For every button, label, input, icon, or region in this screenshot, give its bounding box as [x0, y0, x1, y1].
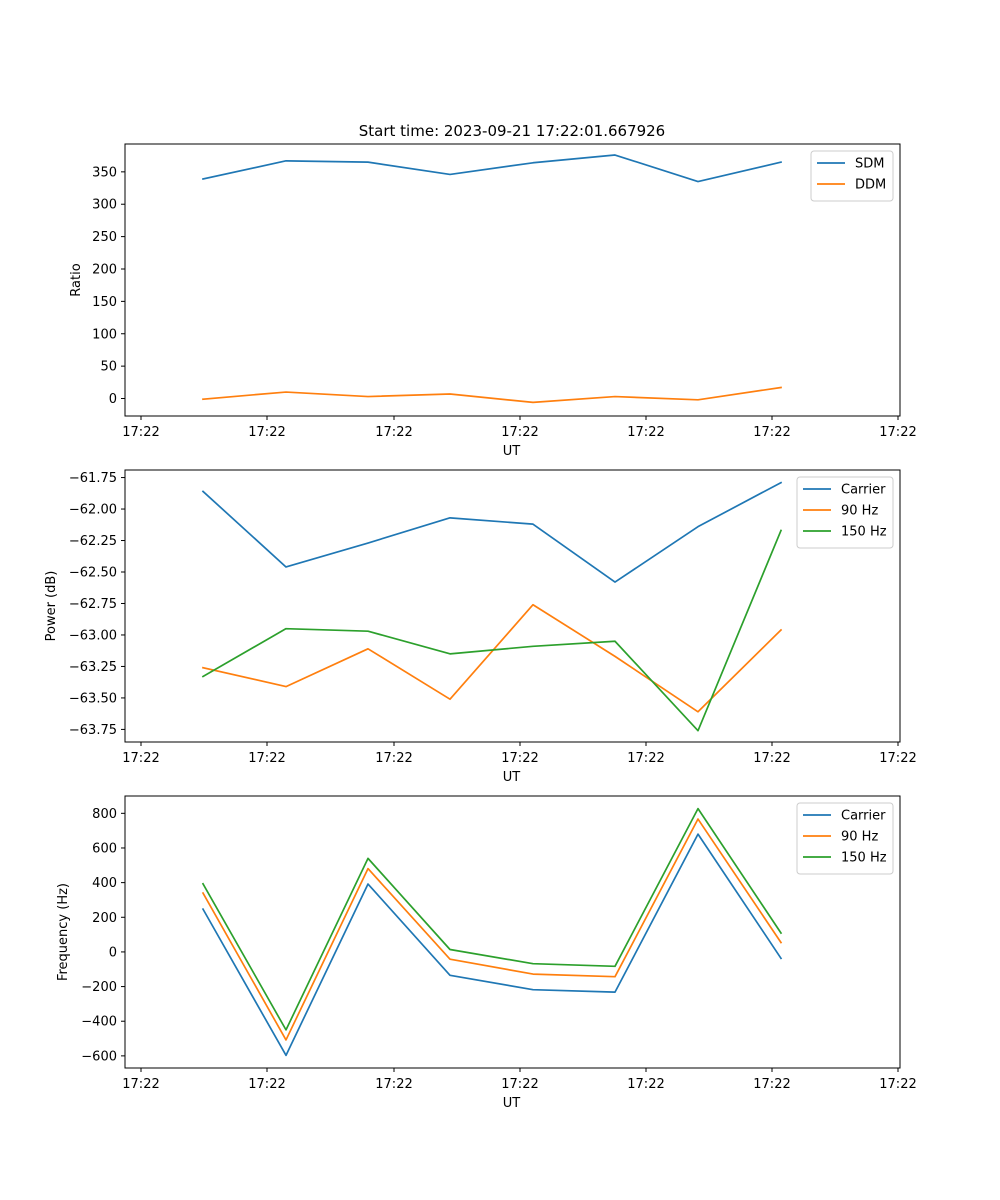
x-tick-label: 17:22 [501, 425, 538, 440]
series-line [201, 154, 783, 183]
y-tick-label: 100 [92, 327, 117, 342]
y-tick-label: 0 [109, 392, 117, 407]
x-tick-label: 17:22 [501, 1077, 538, 1092]
y-tick-label: 800 [92, 807, 117, 822]
chart-title: Start time: 2023-09-21 17:22:01.667926 [359, 122, 665, 140]
y-tick-label: −63.00 [69, 628, 117, 643]
series-90-hz [201, 818, 783, 1041]
series-line [202, 386, 782, 404]
x-axis-label: UT [503, 770, 521, 785]
axes-frame [124, 795, 901, 1069]
y-tick-label: 200 [92, 911, 117, 926]
x-tick-label: 17:22 [627, 1077, 664, 1092]
x-tick-label: 17:22 [248, 425, 285, 440]
y-tick-label: −63.75 [69, 723, 117, 738]
series-line [201, 818, 783, 1041]
y-tick-label: 150 [92, 295, 117, 310]
y-tick-label: −400 [81, 1015, 117, 1030]
x-tick-label: 17:22 [753, 751, 790, 766]
y-tick-label: −61.75 [69, 471, 117, 486]
y-tick-label: 300 [92, 198, 117, 213]
y-tick-label: 50 [100, 360, 117, 375]
x-axis-label: UT [503, 444, 521, 459]
y-tick-label: 350 [92, 165, 117, 180]
x-tick-label: 17:22 [501, 751, 538, 766]
y-tick-label: −62.00 [69, 503, 117, 518]
x-tick-label: 17:22 [879, 1077, 916, 1092]
y-axis-label: Frequency (Hz) [56, 883, 71, 981]
panel-3: −600 −400 −200 0 200 400 600 800 17:22 17:22 17:22… [56, 795, 917, 1111]
x-tick-label: 17:22 [879, 751, 916, 766]
legend-label: Carrier [841, 483, 886, 498]
series-line [201, 529, 783, 732]
x-tick-label: 17:22 [248, 1077, 285, 1092]
x-tick-label: 17:22 [753, 1077, 790, 1092]
series-sdm [201, 154, 783, 183]
x-tick-label: 17:22 [248, 751, 285, 766]
y-tick-label: −62.25 [69, 534, 117, 549]
y-tick-label: 250 [92, 230, 117, 245]
y-tick-label: −62.50 [69, 566, 117, 581]
series-line [201, 481, 783, 583]
panel-2: −63.75 −63.50 −63.25 −63.00 −62.75 −62.50 −62.… [44, 469, 917, 785]
y-tick-label: −600 [81, 1049, 117, 1064]
series-line [201, 603, 783, 713]
y-tick-label: 0 [109, 945, 117, 960]
x-tick-label: 17:22 [122, 425, 159, 440]
legend-label: Carrier [841, 809, 886, 824]
series-carrier [201, 833, 783, 1057]
legend-label: DDM [855, 178, 886, 193]
legend: Carrier 90 Hz 150 Hz [796, 476, 894, 549]
legend: Carrier 90 Hz 150 Hz [796, 802, 894, 875]
axes-frame [124, 469, 901, 743]
x-tick-label: 17:22 [753, 425, 790, 440]
series-90-hz [201, 603, 783, 713]
x-tick-label: 17:22 [879, 425, 916, 440]
x-tick-label: 17:22 [627, 425, 664, 440]
x-tick-label: 17:22 [122, 1077, 159, 1092]
x-tick-label: 17:22 [627, 751, 664, 766]
y-tick-label: −63.25 [69, 660, 117, 675]
x-tick-label: 17:22 [375, 425, 412, 440]
series-line [201, 807, 783, 1031]
axes-frame [124, 143, 901, 417]
series-150-hz [201, 529, 783, 732]
series-carrier [201, 481, 783, 583]
y-axis-label: Ratio [69, 263, 84, 296]
y-axis-label: Power (dB) [44, 571, 59, 642]
legend-label: SDM [855, 157, 884, 172]
series-150-hz [201, 807, 783, 1031]
y-tick-label: −63.50 [69, 691, 117, 706]
x-tick-label: 17:22 [375, 1077, 412, 1092]
legend-label: 90 Hz [841, 830, 878, 845]
legend-label: 90 Hz [841, 504, 878, 519]
legend: SDM DDM [810, 150, 894, 202]
y-tick-label: 200 [92, 262, 117, 277]
y-tick-label: −62.75 [69, 597, 117, 612]
y-tick-label: 600 [92, 841, 117, 856]
y-tick-label: 400 [92, 876, 117, 891]
legend-label: 150 Hz [841, 525, 887, 540]
panel-1: 0 50 100 150 200 250 300 350 17:22 17:22 17:22 17:2… [69, 143, 917, 459]
x-tick-label: 17:22 [122, 751, 159, 766]
series-line [201, 833, 783, 1057]
x-tick-label: 17:22 [375, 751, 412, 766]
y-tick-label: −200 [81, 980, 117, 995]
x-axis-label: UT [503, 1096, 521, 1111]
series-ddm [202, 386, 782, 404]
legend-label: 150 Hz [841, 851, 887, 866]
